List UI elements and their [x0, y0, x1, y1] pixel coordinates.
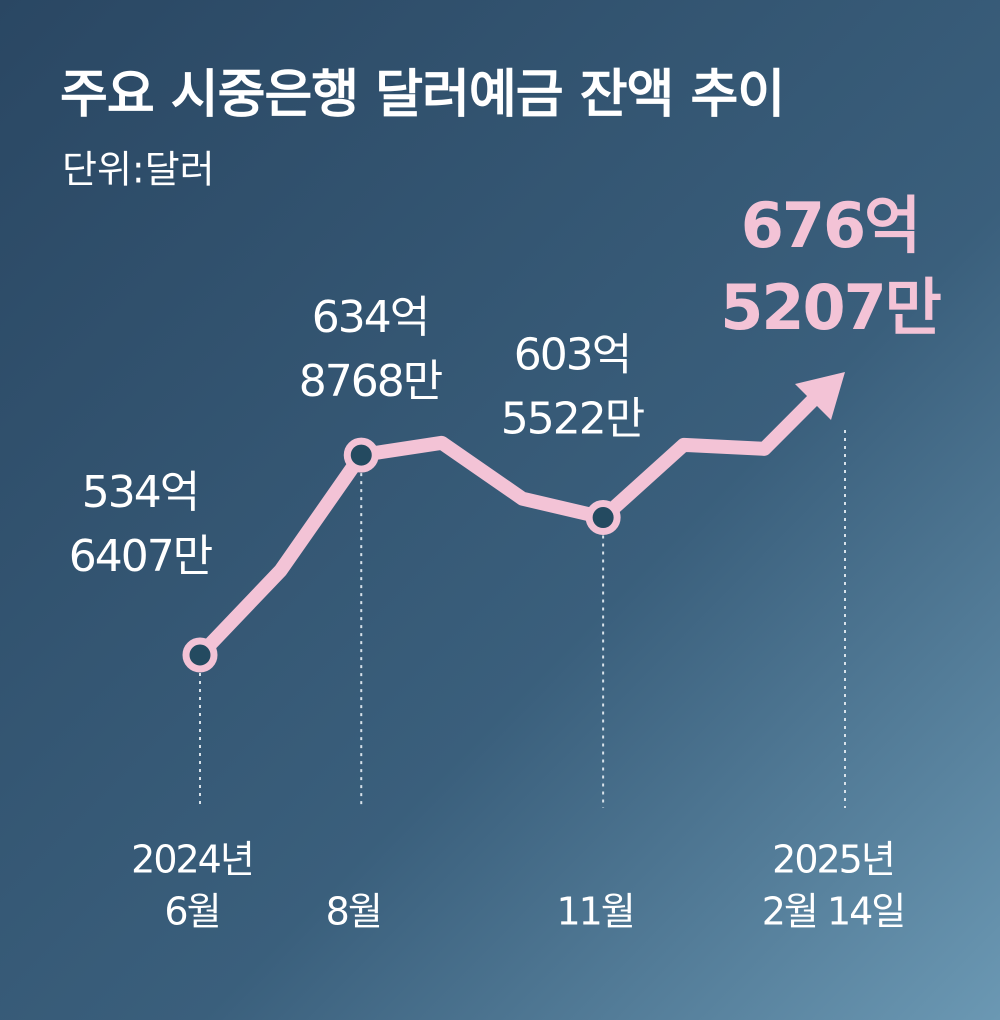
chart-title: 주요 시중은행 달러예금 잔액 추이 — [60, 65, 784, 125]
x-tick-label: 6월 — [164, 890, 219, 934]
value-label: 634억 — [312, 292, 428, 343]
point-marker — [585, 500, 621, 536]
value-label: 6407만 — [69, 531, 212, 582]
x-tick-label: 8월 — [326, 890, 381, 934]
value-label: 5207만 — [720, 271, 941, 344]
x-tick-label: 2월 14일 — [762, 890, 905, 934]
value-label: 534억 — [82, 467, 198, 518]
value-label: 5522만 — [501, 394, 644, 445]
x-tick-label: 2025년 — [772, 838, 894, 882]
x-tick-label: 2024년 — [131, 838, 253, 882]
point-marker — [182, 637, 218, 673]
x-tick-label: 11월 — [556, 890, 633, 934]
value-label: 8768만 — [299, 356, 442, 407]
point-marker — [343, 437, 379, 473]
chart-subtitle: 단위:달러 — [62, 148, 215, 192]
value-label: 603억 — [514, 330, 630, 381]
arrow-head — [795, 372, 845, 420]
value-label: 676억 — [741, 189, 919, 262]
line — [194, 389, 824, 660]
